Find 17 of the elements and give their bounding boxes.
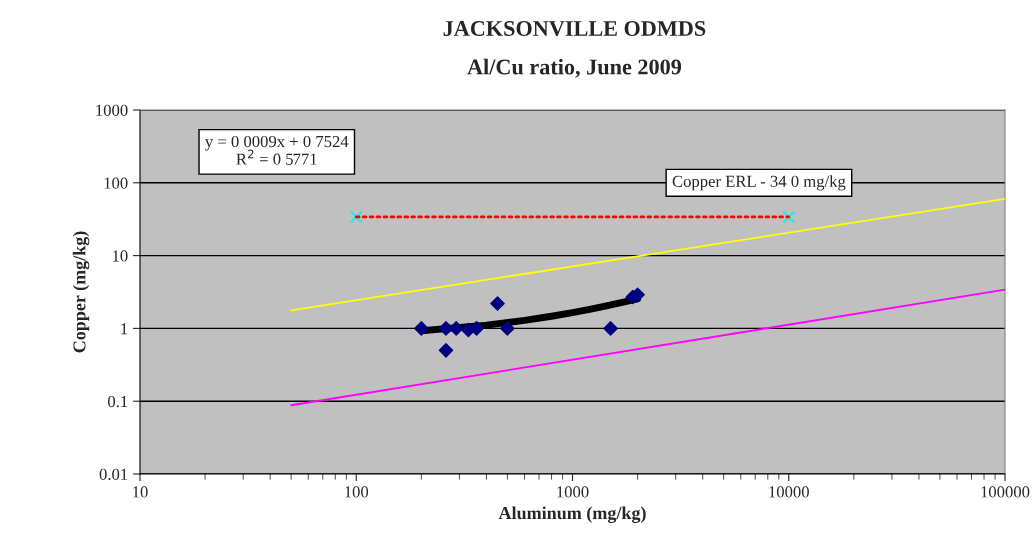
x-tick-label: 100	[345, 486, 369, 498]
y-tick-label: 0.01	[99, 468, 128, 481]
chart-title: JACKSONVILLE ODMDS	[443, 21, 706, 37]
x-tick-label: 1000	[557, 486, 589, 498]
annotation: y = 0 0009x + 0 7524 R$^{2}$ = 0 5771	[205, 135, 349, 165]
y-tick-label: 1000	[96, 104, 128, 116]
annotation: Copper ERL - 34 0 mg/kg	[672, 175, 846, 191]
x-tick-label: 10000	[769, 486, 809, 498]
x-axis-title: Aluminum (mg/kg)	[498, 506, 646, 523]
x-tick-label: 100000	[981, 486, 1030, 498]
y-axis-title: Copper (mg/kg)	[72, 231, 90, 353]
y-tick-label: 10	[112, 250, 128, 262]
y-tick-label: 0.1	[108, 395, 128, 408]
x-tick-label: 10	[133, 486, 148, 498]
y-tick-label: 100	[104, 177, 128, 189]
chart-subtitle: Al/Cu ratio, June 2009	[467, 58, 682, 78]
y-tick-label: 1	[121, 323, 128, 335]
